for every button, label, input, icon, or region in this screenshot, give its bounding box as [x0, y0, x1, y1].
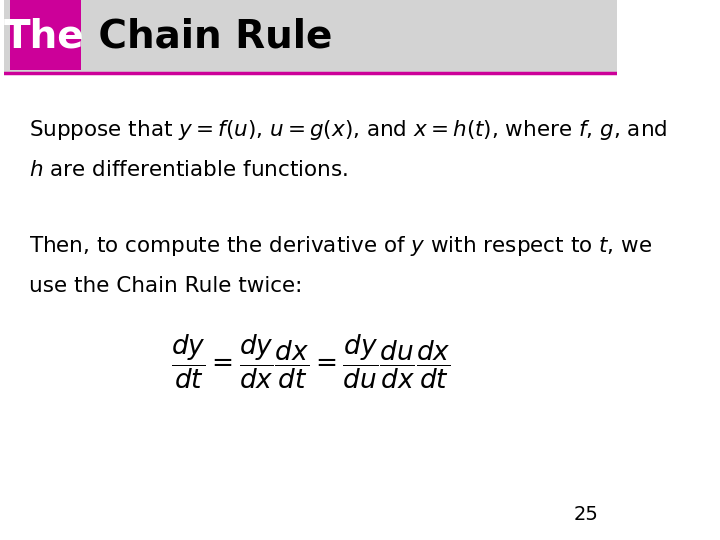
- Text: Chain Rule: Chain Rule: [85, 17, 333, 56]
- Text: 25: 25: [574, 505, 599, 524]
- Text: Suppose that $y = f(u)$, $u = g(x)$, and $x = h(t)$, where $f$, $g$, and: Suppose that $y = f(u)$, $u = g(x)$, and…: [29, 118, 667, 141]
- Text: use the Chain Rule twice:: use the Chain Rule twice:: [29, 276, 302, 296]
- FancyBboxPatch shape: [4, 0, 617, 73]
- FancyBboxPatch shape: [10, 0, 81, 70]
- Text: The: The: [4, 17, 84, 56]
- Text: Then, to compute the derivative of $y$ with respect to $t$, we: Then, to compute the derivative of $y$ w…: [29, 234, 652, 258]
- Text: $\dfrac{dy}{dt} = \dfrac{dy}{dx}\dfrac{dx}{dt} = \dfrac{dy}{du}\dfrac{du}{dx}\df: $\dfrac{dy}{dt} = \dfrac{dy}{dx}\dfrac{d…: [171, 333, 451, 391]
- Text: $h$ are differentiable functions.: $h$ are differentiable functions.: [29, 160, 348, 180]
